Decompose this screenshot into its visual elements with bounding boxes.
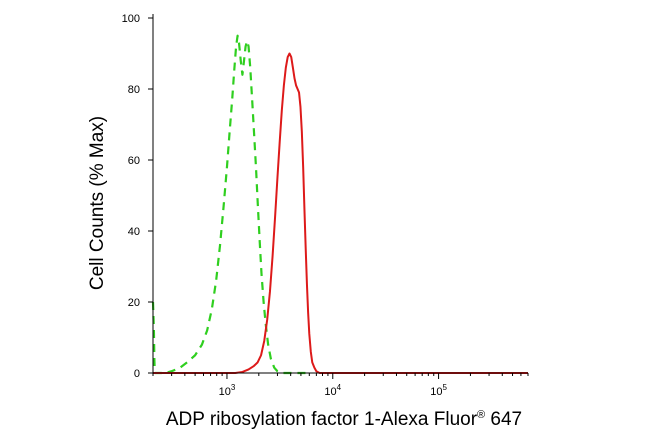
y-tick-label: 100 — [122, 13, 140, 25]
y-ticks: 0 20 40 60 80 100 — [122, 13, 153, 380]
x-tick-label: 104 — [324, 383, 341, 398]
y-tick-label: 60 — [128, 155, 140, 167]
x-axis-title: ADP ribosylation factor 1-Alexa Fluor® 6… — [166, 409, 522, 430]
y-tick-label: 0 — [134, 368, 140, 380]
axes-layer — [152, 14, 528, 374]
y-tick-label: 20 — [128, 297, 140, 309]
series-layer — [151, 34, 528, 375]
x-tick-label: 103 — [219, 383, 236, 398]
x-axis-title-main: ADP ribosylation factor 1-Alexa Fluor — [166, 409, 478, 430]
y-tick-label: 40 — [128, 226, 140, 238]
x-axis-title-suffix: 647 — [485, 409, 522, 430]
x-tick-label: 105 — [430, 383, 447, 398]
x-ticks: 103 104 105 — [152, 373, 529, 398]
y-tick-label: 80 — [128, 84, 140, 96]
series-line-solid — [153, 52, 528, 374]
y-axis-title: Cell Counts (% Max) — [87, 116, 108, 290]
x-axis-title-superscript: ® — [477, 409, 485, 421]
series-line-dashed — [151, 34, 310, 375]
